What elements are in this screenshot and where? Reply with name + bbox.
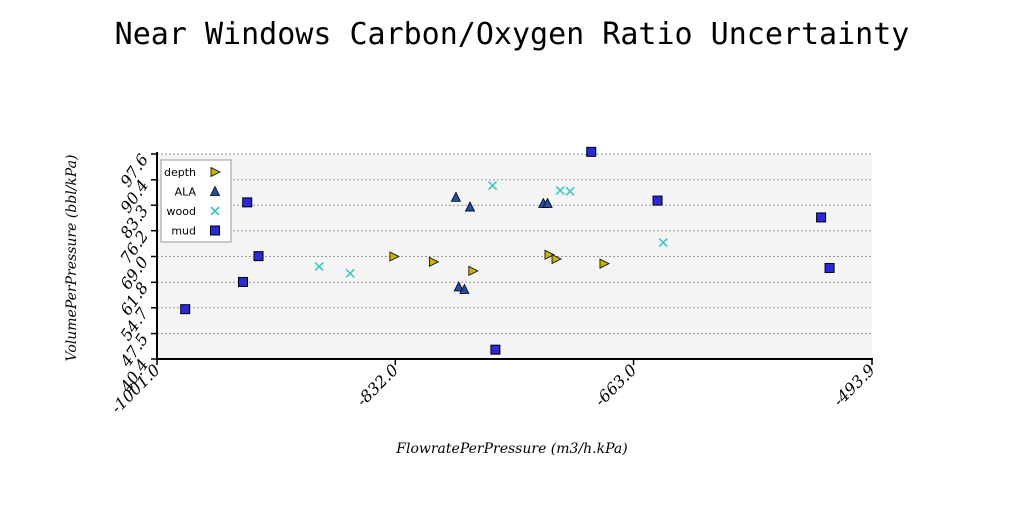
legend-label-ALA: ALA [175, 186, 197, 199]
data-point-wood [488, 180, 498, 191]
data-point-wood [345, 268, 355, 278]
data-point-ALA [453, 281, 464, 292]
x-marker-stroke [314, 261, 324, 272]
data-point-ALA [464, 201, 476, 212]
x-tick-label: -832.0 [352, 360, 402, 410]
data-point-wood [314, 261, 324, 272]
data-point-mud [824, 262, 835, 273]
x-axis-label: FlowratePerPressure (m3/h.kPa) [395, 441, 627, 457]
chart-title: Near Windows Carbon/Oxygen Ratio Uncerta… [115, 17, 910, 52]
x-marker-stroke [658, 237, 668, 248]
x-tick-label: -493.9 [829, 360, 879, 410]
x-marker-stroke [488, 180, 498, 191]
data-point-wood [658, 237, 668, 248]
legend: depth ALA wood mud [160, 159, 232, 243]
x-marker-stroke [555, 185, 565, 196]
x-tick-label: -663.0 [591, 360, 641, 410]
data-point-mud [253, 251, 264, 262]
x-marker-stroke [210, 206, 220, 216]
data-point-wood [565, 186, 575, 196]
legend-marker-wood [210, 206, 220, 216]
gridlines [157, 153, 872, 335]
legend-marker-ALA [209, 185, 221, 196]
data-point-depth [544, 249, 555, 260]
y-axis-ticks: 40.447.554.761.869.076.283.390.497.6 [116, 150, 157, 396]
legend-marker-depth [210, 166, 221, 178]
data-point-ALA [542, 197, 553, 208]
data-point-depth [551, 253, 562, 265]
data-point-ALA [459, 283, 470, 294]
data-point-depth [468, 265, 479, 276]
data-point-mud [652, 195, 663, 206]
y-axis-label: VolumePerPressure (bbl/kPa) [64, 155, 80, 362]
legend-marker-mud [210, 225, 220, 236]
data-point-mud [242, 197, 253, 208]
x-marker-stroke [565, 186, 575, 196]
data-point-depth [428, 256, 440, 268]
data-point-depth [599, 258, 610, 269]
data-points [180, 146, 835, 355]
data-point-wood [555, 185, 565, 196]
legend-label-depth: depth [164, 166, 196, 179]
data-point-mud [586, 146, 597, 157]
legend-label-mud: mud [171, 225, 196, 238]
data-point-mud [490, 344, 501, 355]
data-point-mud [816, 212, 827, 223]
legend-label-wood: wood [167, 205, 196, 218]
x-marker-stroke [345, 268, 355, 278]
data-point-depth [389, 251, 400, 262]
data-point-mud [180, 304, 191, 315]
data-point-ALA [450, 191, 462, 202]
x-axis-ticks: -1001.0 -832.0 -663.0 -493.9 [107, 359, 879, 417]
data-point-mud [238, 276, 249, 287]
